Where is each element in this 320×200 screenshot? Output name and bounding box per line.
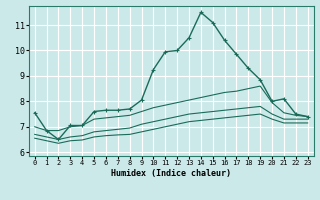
X-axis label: Humidex (Indice chaleur): Humidex (Indice chaleur) (111, 169, 231, 178)
